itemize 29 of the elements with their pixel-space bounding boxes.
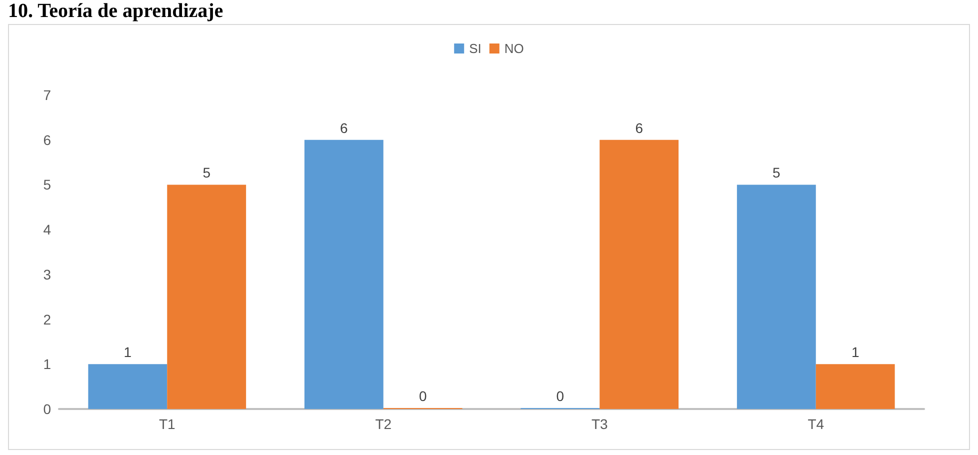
bar [88, 364, 168, 409]
y-tick-label: 0 [43, 401, 52, 417]
x-tick-label: T1 [158, 416, 176, 432]
data-label: 6 [340, 120, 348, 136]
y-tick-label: 7 [43, 87, 52, 103]
bar [736, 184, 816, 409]
y-tick-label: 3 [43, 266, 52, 282]
legend-label: NO [504, 41, 524, 56]
x-tick-label: T2 [375, 416, 392, 432]
y-tick-label: 1 [43, 356, 52, 372]
bar [167, 184, 246, 409]
data-label: 0 [418, 388, 427, 404]
bar [600, 140, 679, 409]
data-label: 6 [635, 120, 644, 136]
y-tick-label: 5 [43, 176, 52, 193]
data-label: 1 [124, 344, 132, 360]
x-tick-label: T3 [591, 416, 608, 432]
chart-title: 10. Teoría de aprendizaje [8, 0, 224, 23]
y-tick-label: 4 [43, 222, 52, 238]
bar [816, 364, 895, 409]
y-tick-label: 2 [43, 311, 52, 328]
y-tick-label: 6 [43, 132, 52, 148]
data-label: 5 [772, 164, 781, 181]
bar [304, 140, 384, 409]
data-label: 1 [851, 344, 860, 360]
data-label: 0 [556, 388, 564, 404]
legend-label: SI [469, 41, 482, 56]
data-label: 5 [202, 164, 211, 181]
x-tick-label: T4 [808, 416, 824, 432]
